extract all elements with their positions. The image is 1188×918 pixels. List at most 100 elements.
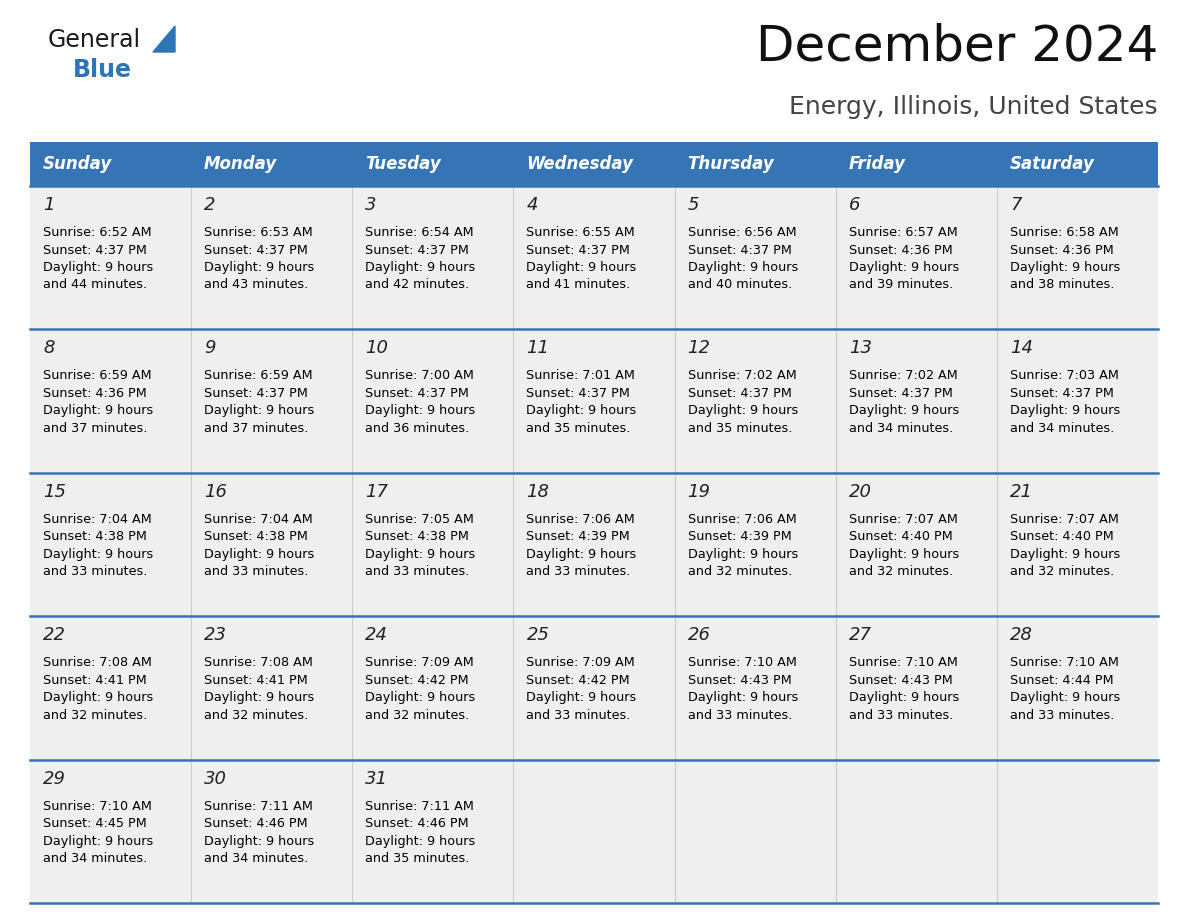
Text: Sunset: 4:37 PM: Sunset: 4:37 PM bbox=[688, 243, 791, 256]
Text: Sunrise: 7:00 AM: Sunrise: 7:00 AM bbox=[365, 369, 474, 383]
Bar bbox=[30, 330, 1158, 473]
Text: Daylight: 9 hours: Daylight: 9 hours bbox=[365, 691, 475, 704]
Text: Saturday: Saturday bbox=[1010, 155, 1094, 173]
Text: Sunset: 4:37 PM: Sunset: 4:37 PM bbox=[204, 386, 308, 400]
Text: Sunrise: 6:55 AM: Sunrise: 6:55 AM bbox=[526, 226, 636, 239]
Text: Sunset: 4:41 PM: Sunset: 4:41 PM bbox=[204, 674, 308, 687]
Text: Daylight: 9 hours: Daylight: 9 hours bbox=[526, 261, 637, 274]
Text: Daylight: 9 hours: Daylight: 9 hours bbox=[1010, 548, 1120, 561]
Text: Sunset: 4:36 PM: Sunset: 4:36 PM bbox=[848, 243, 953, 256]
Text: Daylight: 9 hours: Daylight: 9 hours bbox=[204, 405, 315, 418]
Text: Daylight: 9 hours: Daylight: 9 hours bbox=[365, 405, 475, 418]
Text: Sunset: 4:39 PM: Sunset: 4:39 PM bbox=[688, 531, 791, 543]
Text: Wednesday: Wednesday bbox=[526, 155, 633, 173]
Text: and 40 minutes.: and 40 minutes. bbox=[688, 278, 792, 292]
Text: Daylight: 9 hours: Daylight: 9 hours bbox=[204, 834, 315, 847]
Text: and 35 minutes.: and 35 minutes. bbox=[365, 852, 469, 865]
Text: Thursday: Thursday bbox=[688, 155, 775, 173]
Text: 2: 2 bbox=[204, 196, 216, 214]
Text: and 32 minutes.: and 32 minutes. bbox=[43, 709, 147, 722]
Text: and 34 minutes.: and 34 minutes. bbox=[848, 422, 953, 435]
Text: 21: 21 bbox=[1010, 483, 1032, 501]
Text: Sunrise: 7:07 AM: Sunrise: 7:07 AM bbox=[1010, 513, 1119, 526]
Text: Sunset: 4:46 PM: Sunset: 4:46 PM bbox=[204, 817, 308, 830]
Text: Daylight: 9 hours: Daylight: 9 hours bbox=[1010, 261, 1120, 274]
Bar bbox=[30, 142, 1158, 186]
Text: Sunset: 4:42 PM: Sunset: 4:42 PM bbox=[526, 674, 630, 687]
Text: Daylight: 9 hours: Daylight: 9 hours bbox=[204, 261, 315, 274]
Text: Sunset: 4:38 PM: Sunset: 4:38 PM bbox=[43, 531, 147, 543]
Text: Sunset: 4:36 PM: Sunset: 4:36 PM bbox=[1010, 243, 1113, 256]
Text: Sunset: 4:40 PM: Sunset: 4:40 PM bbox=[848, 531, 953, 543]
Text: Sunset: 4:42 PM: Sunset: 4:42 PM bbox=[365, 674, 469, 687]
Text: Daylight: 9 hours: Daylight: 9 hours bbox=[43, 261, 153, 274]
Text: Sunrise: 7:10 AM: Sunrise: 7:10 AM bbox=[43, 800, 152, 812]
Text: Daylight: 9 hours: Daylight: 9 hours bbox=[204, 691, 315, 704]
Text: Sunrise: 7:07 AM: Sunrise: 7:07 AM bbox=[848, 513, 958, 526]
Text: Monday: Monday bbox=[204, 155, 277, 173]
Text: and 33 minutes.: and 33 minutes. bbox=[526, 709, 631, 722]
Text: Daylight: 9 hours: Daylight: 9 hours bbox=[204, 548, 315, 561]
Bar bbox=[30, 616, 1158, 759]
Text: Daylight: 9 hours: Daylight: 9 hours bbox=[688, 261, 798, 274]
Text: 12: 12 bbox=[688, 340, 710, 357]
Text: and 34 minutes.: and 34 minutes. bbox=[1010, 422, 1114, 435]
Text: Sunrise: 6:57 AM: Sunrise: 6:57 AM bbox=[848, 226, 958, 239]
Text: and 33 minutes.: and 33 minutes. bbox=[848, 709, 953, 722]
Text: Sunset: 4:37 PM: Sunset: 4:37 PM bbox=[688, 386, 791, 400]
Text: Daylight: 9 hours: Daylight: 9 hours bbox=[848, 548, 959, 561]
Text: 3: 3 bbox=[365, 196, 377, 214]
Text: Sunset: 4:37 PM: Sunset: 4:37 PM bbox=[526, 243, 631, 256]
Text: Daylight: 9 hours: Daylight: 9 hours bbox=[848, 261, 959, 274]
Text: Daylight: 9 hours: Daylight: 9 hours bbox=[526, 691, 637, 704]
Text: and 34 minutes.: and 34 minutes. bbox=[43, 852, 147, 865]
Text: Daylight: 9 hours: Daylight: 9 hours bbox=[365, 834, 475, 847]
Text: 20: 20 bbox=[848, 483, 872, 501]
Text: 6: 6 bbox=[848, 196, 860, 214]
Text: and 33 minutes.: and 33 minutes. bbox=[1010, 709, 1114, 722]
Text: and 39 minutes.: and 39 minutes. bbox=[848, 278, 953, 292]
Text: and 44 minutes.: and 44 minutes. bbox=[43, 278, 147, 292]
Text: 15: 15 bbox=[43, 483, 67, 501]
Text: Sunrise: 6:54 AM: Sunrise: 6:54 AM bbox=[365, 226, 474, 239]
Text: Sunset: 4:40 PM: Sunset: 4:40 PM bbox=[1010, 531, 1113, 543]
Text: Sunset: 4:46 PM: Sunset: 4:46 PM bbox=[365, 817, 469, 830]
Text: and 33 minutes.: and 33 minutes. bbox=[365, 565, 469, 578]
Text: Daylight: 9 hours: Daylight: 9 hours bbox=[526, 405, 637, 418]
Text: Sunrise: 7:09 AM: Sunrise: 7:09 AM bbox=[365, 656, 474, 669]
Text: Sunset: 4:41 PM: Sunset: 4:41 PM bbox=[43, 674, 147, 687]
Text: December 2024: December 2024 bbox=[756, 22, 1158, 70]
Text: Daylight: 9 hours: Daylight: 9 hours bbox=[43, 691, 153, 704]
Text: and 36 minutes.: and 36 minutes. bbox=[365, 422, 469, 435]
Text: and 32 minutes.: and 32 minutes. bbox=[848, 565, 953, 578]
Text: Sunrise: 7:05 AM: Sunrise: 7:05 AM bbox=[365, 513, 474, 526]
Text: Sunset: 4:38 PM: Sunset: 4:38 PM bbox=[365, 531, 469, 543]
Text: Daylight: 9 hours: Daylight: 9 hours bbox=[688, 405, 798, 418]
Text: Sunrise: 7:09 AM: Sunrise: 7:09 AM bbox=[526, 656, 636, 669]
Text: Sunrise: 6:52 AM: Sunrise: 6:52 AM bbox=[43, 226, 152, 239]
Text: 13: 13 bbox=[848, 340, 872, 357]
Text: Sunrise: 7:08 AM: Sunrise: 7:08 AM bbox=[204, 656, 312, 669]
Bar bbox=[30, 186, 1158, 330]
Text: and 33 minutes.: and 33 minutes. bbox=[204, 565, 309, 578]
Text: 19: 19 bbox=[688, 483, 710, 501]
Text: 9: 9 bbox=[204, 340, 216, 357]
Text: Sunrise: 7:06 AM: Sunrise: 7:06 AM bbox=[688, 513, 796, 526]
Text: and 37 minutes.: and 37 minutes. bbox=[43, 422, 147, 435]
Text: Sunrise: 7:02 AM: Sunrise: 7:02 AM bbox=[688, 369, 796, 383]
Text: Daylight: 9 hours: Daylight: 9 hours bbox=[1010, 691, 1120, 704]
Text: Blue: Blue bbox=[72, 58, 132, 82]
Text: Daylight: 9 hours: Daylight: 9 hours bbox=[365, 548, 475, 561]
Text: Daylight: 9 hours: Daylight: 9 hours bbox=[43, 834, 153, 847]
Text: Sunset: 4:38 PM: Sunset: 4:38 PM bbox=[204, 531, 308, 543]
Text: Sunrise: 7:04 AM: Sunrise: 7:04 AM bbox=[43, 513, 152, 526]
Text: 25: 25 bbox=[526, 626, 549, 644]
Text: 29: 29 bbox=[43, 769, 67, 788]
Text: Sunset: 4:43 PM: Sunset: 4:43 PM bbox=[688, 674, 791, 687]
Text: 5: 5 bbox=[688, 196, 699, 214]
Text: Sunrise: 6:56 AM: Sunrise: 6:56 AM bbox=[688, 226, 796, 239]
Text: 1: 1 bbox=[43, 196, 55, 214]
Text: Sunset: 4:37 PM: Sunset: 4:37 PM bbox=[848, 386, 953, 400]
Text: Daylight: 9 hours: Daylight: 9 hours bbox=[848, 405, 959, 418]
Text: and 41 minutes.: and 41 minutes. bbox=[526, 278, 631, 292]
